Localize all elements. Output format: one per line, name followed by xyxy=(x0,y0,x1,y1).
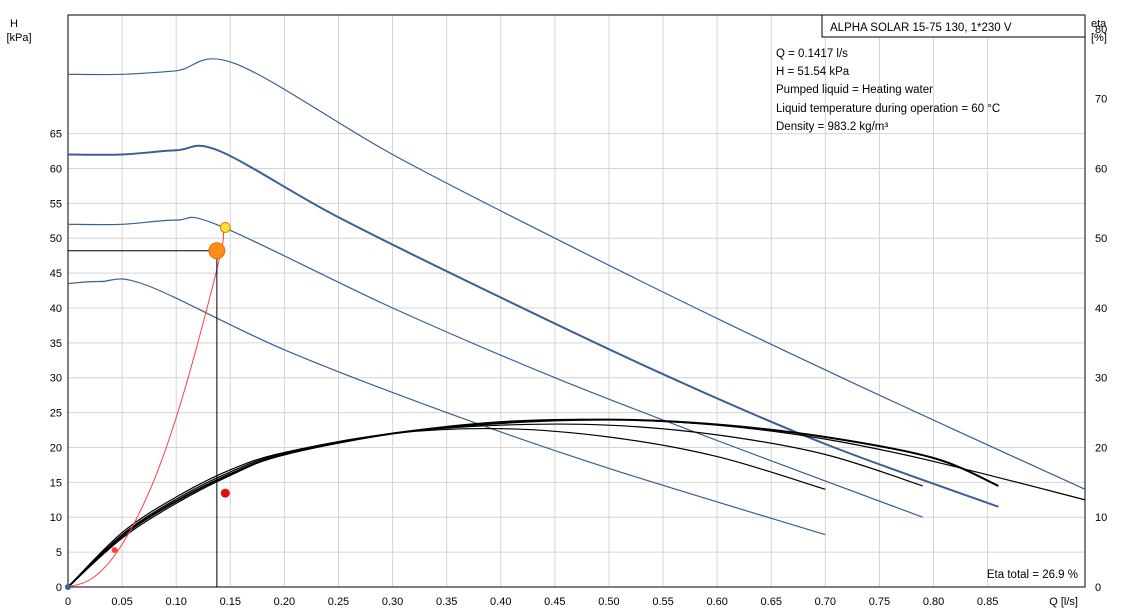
system-intersection-marker xyxy=(111,547,118,554)
efficiency-curve xyxy=(67,418,999,588)
info-box: ALPHA SOLAR 15-75 130, 1*230 V Q = 0.141… xyxy=(776,14,1086,133)
x-tick-label: 0.65 xyxy=(761,596,782,608)
x-tick-label: 0.30 xyxy=(382,596,403,608)
y-right-tick-label: 70 xyxy=(1095,94,1107,106)
efficiency-curve xyxy=(67,427,826,588)
x-tick-label: 0.10 xyxy=(165,596,186,608)
head-curve xyxy=(67,144,999,508)
y-left-tick-label: 25 xyxy=(50,408,62,420)
x-tick-label: 0.70 xyxy=(815,596,836,608)
y-left-tick-labels: 0 5 10 15 20 25 30 35 40 45 50 55 60 65 xyxy=(50,129,62,594)
duty-point-marker xyxy=(219,221,231,233)
x-tick-labels: 0 0.05 0.10 0.15 0.20 0.25 0.30 0.35 0.40 0.45 0.5… xyxy=(65,596,998,608)
y-right-tick-label: 40 xyxy=(1095,303,1107,315)
operating-points xyxy=(65,221,231,590)
x-tick-label: 0.60 xyxy=(706,596,727,608)
x-tick-label: 0.75 xyxy=(869,596,890,608)
operating-point-marker xyxy=(208,242,226,260)
x-tick-label: 0.80 xyxy=(923,596,944,608)
head-curve xyxy=(67,58,1086,490)
head-curves xyxy=(67,58,1086,536)
eta-total-label: Eta total = 26.9 % xyxy=(987,569,1078,581)
y-left-tick-label: 40 xyxy=(50,303,62,315)
head-curve xyxy=(67,278,826,536)
x-tick-label: 0.05 xyxy=(111,596,132,608)
y-right-tick-label: 20 xyxy=(1095,442,1107,454)
system-curve-line xyxy=(67,227,225,588)
y-right-tick-label: 60 xyxy=(1095,163,1107,175)
y-right-tick-labels: 0 10 20 30 40 50 60 70 80 xyxy=(1095,24,1107,594)
y-right-tick-label: 80 xyxy=(1095,24,1107,36)
info-box-title-frame xyxy=(821,14,1086,38)
y-left-tick-label: 0 xyxy=(56,582,62,594)
y-left-tick-label: 15 xyxy=(50,477,62,489)
y-left-tick-label: 20 xyxy=(50,442,62,454)
y-right-tick-label: 0 xyxy=(1095,582,1101,594)
y-left-tick-label: 45 xyxy=(50,268,62,280)
x-axis-title: Q [l/s] xyxy=(1049,596,1078,608)
x-tick-label: 0 xyxy=(65,596,71,608)
head-curve xyxy=(67,216,923,518)
grid-lines xyxy=(68,15,1085,587)
y-right-title-line1: eta xyxy=(1091,18,1107,30)
y-right-title-line2: [%] xyxy=(1091,32,1107,44)
x-tick-label: 0.20 xyxy=(274,596,295,608)
origin-marker xyxy=(65,584,71,590)
y-left-tick-label: 35 xyxy=(50,338,62,350)
x-tick-label: 0.25 xyxy=(328,596,349,608)
y-left-title-line1: H xyxy=(10,18,18,30)
y-left-tick-label: 10 xyxy=(50,512,62,524)
efficiency-curve xyxy=(67,423,923,588)
x-tick-label: 0.35 xyxy=(436,596,457,608)
y-left-tick-label: 5 xyxy=(56,547,62,559)
info-line-temperature: Liquid temperature during operation = 60… xyxy=(776,103,1000,115)
info-line-flow: Q = 0.1417 l/s xyxy=(776,48,848,60)
x-tick-label: 0.55 xyxy=(652,596,673,608)
info-box-title: ALPHA SOLAR 15-75 130, 1*230 V xyxy=(830,22,1012,34)
y-left-tick-label: 50 xyxy=(50,233,62,245)
info-line-liquid: Pumped liquid = Heating water xyxy=(776,84,933,96)
info-line-head: H = 51.54 kPa xyxy=(776,66,850,78)
y-left-tick-label: 55 xyxy=(50,198,62,210)
y-left-title-line2: [kPa] xyxy=(6,32,31,44)
y-left-tick-label: 60 xyxy=(50,163,62,175)
x-tick-label: 0.45 xyxy=(544,596,565,608)
eta-point-marker xyxy=(220,488,230,498)
y-right-tick-label: 10 xyxy=(1095,512,1107,524)
plot-border xyxy=(67,14,1086,588)
y-right-tick-label: 50 xyxy=(1095,233,1107,245)
operating-guides xyxy=(68,250,218,587)
x-tick-label: 0.50 xyxy=(598,596,619,608)
efficiency-curve xyxy=(67,418,1086,588)
x-tick-label: 0.85 xyxy=(977,596,998,608)
efficiency-curves xyxy=(67,418,1086,588)
y-left-tick-label: 65 xyxy=(50,129,62,141)
y-left-tick-label: 30 xyxy=(50,373,62,385)
y-right-tick-label: 30 xyxy=(1095,373,1107,385)
info-line-density: Density = 983.2 kg/m³ xyxy=(776,121,888,133)
system-curve xyxy=(67,227,225,588)
x-tick-label: 0.15 xyxy=(220,596,241,608)
x-tick-label: 0.40 xyxy=(490,596,511,608)
